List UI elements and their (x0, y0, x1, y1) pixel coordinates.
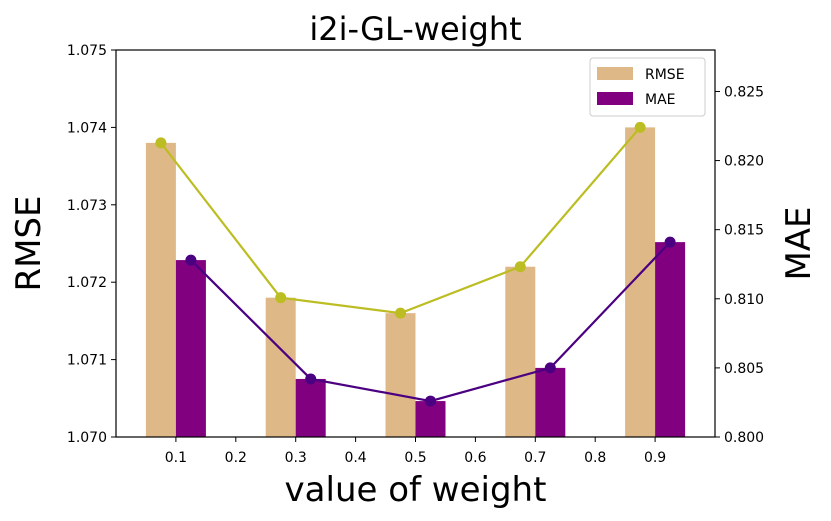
y-axis-title-left: RMSE (9, 195, 49, 291)
legend-swatch-mae (597, 92, 633, 105)
x-tick-label: 0.1 (165, 450, 187, 466)
y-tick-label-left: 1.074 (67, 120, 107, 136)
mae-point (544, 362, 556, 374)
mae-point (425, 395, 436, 407)
mae-bar (655, 242, 686, 437)
legend-label-rmse: RMSE (645, 67, 685, 83)
rmse-line (160, 126, 641, 315)
mae-bar (535, 367, 566, 437)
mae-point (664, 236, 676, 248)
rmse-bar (505, 266, 536, 437)
y-axis-title-right: MAE (779, 206, 819, 280)
mae-bar (295, 378, 326, 437)
x-tick-label: 0.9 (644, 450, 666, 466)
rmse-point (634, 121, 646, 133)
y-tick-label-right: 0.825 (724, 84, 764, 100)
y-tick-label-right: 0.810 (724, 292, 764, 308)
bars-layer (145, 127, 686, 438)
rmse-bar (625, 127, 656, 438)
mae-point (185, 254, 197, 266)
rmse-bar (385, 313, 416, 437)
rmse-point (155, 137, 167, 149)
y-tick-label-left: 1.071 (67, 353, 107, 369)
rmse-point (395, 307, 406, 319)
lines-layer (155, 121, 676, 407)
y-tick-label-left: 1.073 (67, 198, 107, 214)
x-axis-title: value of weight (285, 470, 547, 510)
mae-bar (175, 260, 206, 437)
y-tick-label-right: 0.805 (724, 361, 764, 377)
legend-swatch-rmse (597, 67, 633, 80)
mae-bar (415, 401, 446, 437)
y-tick-label-left: 1.072 (67, 275, 107, 291)
x-tick-label: 0.4 (344, 450, 366, 466)
x-tick-label: 0.6 (464, 450, 486, 466)
x-tick-label: 0.7 (524, 450, 546, 466)
rmse-point (275, 292, 287, 304)
mae-line (190, 241, 671, 403)
x-axis-ticks: 0.1 0.2 0.3 0.4 0.5 0.6 0.7 0.8 0.9 (165, 437, 666, 466)
chart-title: i2i-GL-weight (309, 10, 521, 48)
x-tick-label: 0.3 (285, 450, 307, 466)
rmse-point (514, 261, 526, 273)
x-tick-label: 0.5 (404, 450, 426, 466)
y-tick-label-right: 0.815 (724, 223, 764, 239)
right-axis-ticks: 0.800 0.805 0.810 0.815 0.820 0.825 (715, 84, 764, 446)
y-tick-label-right: 0.820 (724, 154, 764, 170)
left-axis-ticks: 1.070 1.071 1.072 1.073 1.074 1.075 (67, 43, 116, 446)
legend: RMSE MAE (589, 57, 706, 117)
y-tick-label-left: 1.075 (67, 43, 107, 59)
y-tick-label-right: 0.800 (724, 430, 764, 446)
mae-point (305, 373, 317, 385)
rmse-bar (265, 297, 296, 437)
legend-label-mae: MAE (645, 92, 676, 108)
y-tick-label-left: 1.070 (67, 430, 107, 446)
rmse-bar (145, 142, 176, 437)
x-tick-label: 0.8 (584, 450, 606, 466)
x-tick-label: 0.2 (225, 450, 247, 466)
